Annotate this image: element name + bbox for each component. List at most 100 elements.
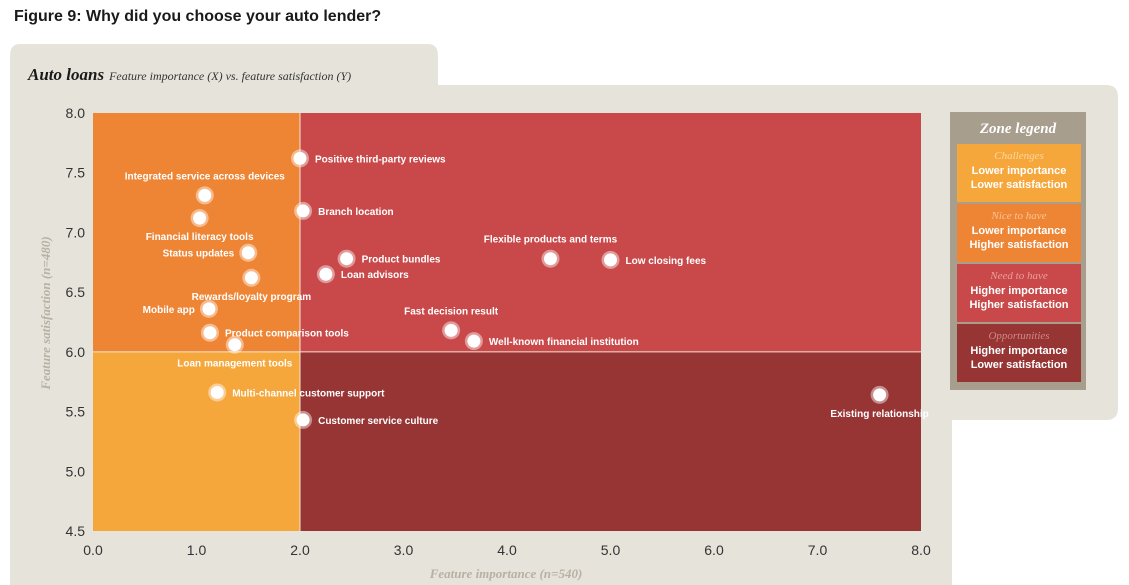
legend-zone: Challenges Lower importance Lower satisfac…: [957, 144, 1081, 202]
data-point: Flexible products and terms: [484, 235, 618, 268]
y-tick-label: 5.5: [66, 404, 86, 420]
point-marker: [241, 246, 255, 260]
legend-zone-line1: Higher importance: [970, 285, 1067, 297]
y-tick-label: 6.5: [66, 284, 86, 300]
point-label: Existing relationship: [830, 409, 928, 420]
y-axis-label: Feature satisfaction (n=480): [38, 236, 53, 390]
y-tick-label: 7.5: [66, 165, 86, 181]
point-marker: [873, 388, 887, 402]
data-points: Positive third-party reviews Integrated s…: [125, 149, 929, 429]
zone-challenges: [93, 351, 300, 531]
point-marker: [198, 188, 212, 202]
point-marker: [319, 267, 333, 281]
x-tick-label: 5.0: [601, 542, 621, 558]
data-point: Integrated service across devices: [125, 171, 286, 205]
point-marker: [296, 204, 310, 218]
legend-zone-line2: Lower satisfaction: [971, 359, 1068, 371]
data-point: Multi-channel customer support: [208, 383, 385, 402]
point-label: Fast decision result: [404, 306, 499, 317]
x-tick-label: 3.0: [394, 542, 414, 558]
data-point: Mobile app: [143, 299, 218, 318]
data-point: Customer service culture: [294, 410, 439, 429]
y-tick-label: 7.0: [66, 224, 86, 240]
data-point: Low closing fees: [601, 250, 707, 269]
zone-rects: [93, 113, 921, 531]
data-point: Branch location: [294, 201, 394, 220]
point-label: Well-known financial institution: [489, 337, 639, 348]
legend-zone-name: Challenges: [994, 150, 1044, 162]
zone-legend: Zone legend Challenges Lower importance Lo…: [950, 112, 1086, 390]
y-tick-label: 6.0: [66, 344, 86, 360]
panel-subtitle: Feature importance (X) vs. feature satis…: [108, 69, 351, 83]
data-point: Existing relationship: [830, 385, 929, 420]
legend-zone-line2: Higher satisfaction: [969, 299, 1068, 311]
x-tick-label: 6.0: [704, 542, 724, 558]
point-marker: [202, 302, 216, 316]
point-label: Loan advisors: [341, 270, 409, 281]
data-point: Status updates: [163, 243, 258, 262]
x-tick-label: 7.0: [808, 542, 828, 558]
data-point: Product bundles: [337, 249, 441, 268]
legend-zone-line2: Higher satisfaction: [969, 239, 1068, 251]
data-point: Fast decision result: [404, 306, 499, 340]
point-label: Rewards/loyalty program: [192, 292, 312, 303]
point-label: Product comparison tools: [225, 329, 349, 340]
legend-zone: Opportunities Higher importance Lower sati…: [957, 324, 1081, 382]
figure-title: Figure 9: Why did you choose your auto l…: [14, 8, 382, 25]
point-marker: [444, 323, 458, 337]
legend-title: Zone legend: [979, 121, 1057, 137]
point-label: Integrated service across devices: [125, 171, 286, 182]
point-label: Positive third-party reviews: [315, 154, 446, 165]
zone-nice-to-have: [93, 113, 300, 352]
point-marker: [228, 338, 242, 352]
point-label: Low closing fees: [626, 256, 707, 267]
point-label: Product bundles: [362, 255, 441, 266]
point-label: Multi-channel customer support: [232, 388, 385, 399]
point-marker: [340, 252, 354, 266]
legend-zone-swatch: [957, 144, 1081, 202]
point-marker: [293, 151, 307, 165]
legend-zone: Need to have Higher importance Higher sati…: [957, 264, 1081, 322]
data-point: Financial literacy tools: [146, 209, 254, 243]
point-marker: [210, 385, 224, 399]
legend-zone-name: Nice to have: [991, 210, 1047, 222]
point-marker: [203, 326, 217, 340]
zone-opportunities: [300, 351, 921, 531]
x-tick-label: 4.0: [497, 542, 517, 558]
x-axis-label: Feature importance (n=540): [429, 566, 583, 581]
data-point: Positive third-party reviews: [291, 149, 446, 168]
x-tick-label: 1.0: [187, 542, 207, 558]
legend-zone: Nice to have Lower importance Higher satis…: [957, 204, 1081, 262]
legend-zone-swatch: [957, 204, 1081, 262]
y-axis-ticks: 4.5 5.0 5.5 6.0 6.5 7.0 7.5 8.0: [66, 105, 86, 539]
point-label: Financial literacy tools: [146, 232, 254, 243]
legend-zone-line1: Higher importance: [970, 345, 1067, 357]
data-point: Loan advisors: [316, 265, 409, 284]
data-point: Loan management tools: [177, 335, 293, 370]
zone-need-to-have: [300, 113, 921, 352]
panel-title: Auto loans: [27, 65, 104, 84]
point-marker: [543, 252, 557, 266]
point-marker: [604, 253, 617, 267]
point-marker: [193, 211, 207, 225]
x-axis-ticks: 0.0 1.0 2.0 3.0 4.0 5.0 6.0 7.0 8.0: [83, 542, 931, 558]
point-label: Branch location: [318, 207, 394, 218]
y-tick-label: 4.5: [66, 523, 86, 539]
point-marker: [467, 334, 481, 348]
point-label: Status updates: [163, 249, 235, 260]
legend-zone-name: Opportunities: [988, 330, 1049, 342]
legend-zone-name: Need to have: [989, 270, 1048, 282]
zone-dividers: [93, 113, 921, 531]
point-label: Mobile app: [143, 305, 195, 316]
legend-zone-line1: Lower importance: [972, 165, 1067, 177]
x-tick-label: 8.0: [911, 542, 931, 558]
y-tick-label: 5.0: [66, 463, 86, 479]
legend-zone-line1: Lower importance: [972, 225, 1067, 237]
point-marker: [296, 413, 310, 427]
legend-zone-swatch: [957, 264, 1081, 322]
x-tick-label: 2.0: [290, 542, 310, 558]
point-marker: [244, 271, 258, 285]
data-point: Rewards/loyalty program: [192, 268, 312, 303]
legend-zone-line2: Lower satisfaction: [971, 179, 1068, 191]
point-label: Customer service culture: [318, 416, 438, 427]
